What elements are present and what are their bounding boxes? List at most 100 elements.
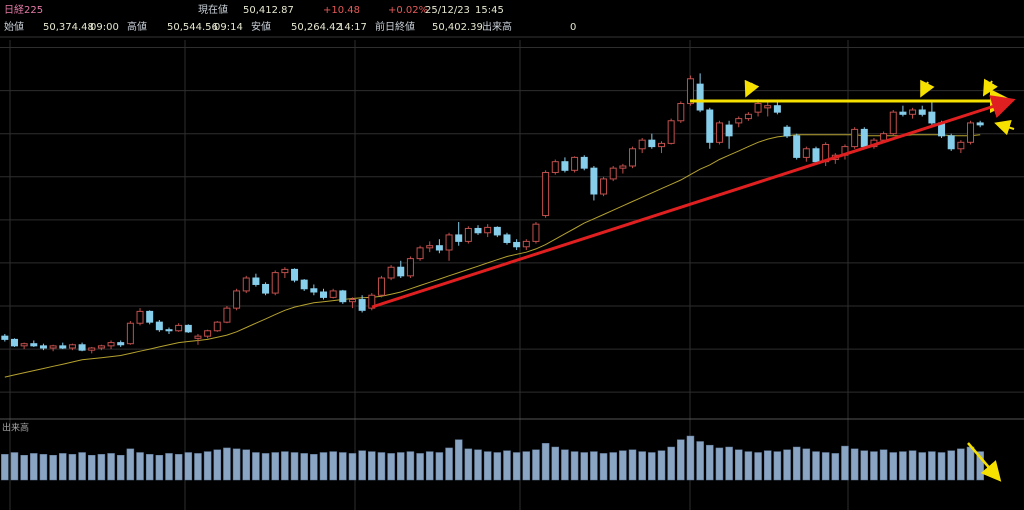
volume-bar (184, 452, 193, 481)
volume-bar (126, 448, 135, 481)
candle-body (976, 122, 984, 126)
candle-body (339, 290, 347, 303)
volume-bar (860, 450, 869, 481)
candle-body (223, 307, 231, 323)
candle-body (503, 234, 511, 243)
volume-bar (870, 451, 878, 481)
candle-body (358, 299, 366, 311)
candle-body (947, 135, 955, 150)
volume-bar (947, 450, 955, 481)
volume-bar (667, 446, 675, 481)
candle-body (252, 277, 260, 285)
volume-bar (454, 439, 463, 481)
volume-bar (155, 455, 164, 481)
value: 50,544.56 (167, 22, 218, 33)
volume-bar (696, 441, 704, 481)
volume-bar (619, 450, 627, 481)
candle-body (773, 105, 781, 113)
candle-body (812, 148, 820, 163)
candle-body (464, 227, 472, 242)
candle-body (667, 120, 675, 144)
volume-bar (223, 447, 231, 481)
volume-bar (377, 452, 386, 481)
candle-body (522, 240, 530, 248)
volume-bar (512, 452, 521, 481)
candle-body (49, 345, 57, 349)
candle-body (880, 133, 888, 141)
volume-bar (174, 454, 183, 481)
volume-bar (194, 453, 202, 481)
candle-body (233, 290, 241, 309)
candle-body (435, 245, 443, 251)
value: 14:17 (338, 22, 367, 33)
volume-bar (242, 449, 250, 481)
volume-bar (310, 454, 318, 481)
candle-body (706, 109, 714, 143)
candle-body (715, 122, 723, 143)
candle-body (744, 113, 752, 120)
volume-bar (918, 452, 926, 481)
candle-body (899, 111, 907, 115)
volume-bar (20, 455, 28, 481)
volume-bar (889, 452, 898, 481)
candle-body (677, 103, 685, 122)
volume-bar (599, 453, 608, 481)
volume-bar (97, 454, 106, 481)
volume-bar (841, 445, 849, 481)
candle-body (735, 118, 743, 124)
candle-body (1, 335, 9, 340)
volume-bar (232, 448, 241, 481)
candle-body (194, 335, 202, 339)
volume-bar (319, 452, 328, 481)
candle-body (271, 272, 279, 294)
candle-body (59, 345, 67, 349)
candle-body (657, 142, 665, 148)
moving-average (4, 134, 981, 378)
volume-bar (30, 453, 38, 481)
candle-body (909, 109, 917, 115)
value: 09:00 (90, 22, 119, 33)
volume-bar (522, 451, 531, 481)
candle-body (126, 322, 134, 345)
candle-body (68, 344, 76, 349)
candle-body (88, 347, 96, 351)
value: +10.48 (323, 5, 360, 16)
candle-body (329, 290, 337, 298)
candle-body (648, 139, 656, 148)
volume-bar (957, 448, 965, 481)
volume-bar (580, 452, 588, 481)
value: 50,412.87 (243, 5, 294, 16)
candle-body (184, 324, 192, 333)
candle-body (146, 310, 154, 323)
candle-body (387, 266, 395, 279)
volume-bar (648, 452, 656, 481)
candle-body (764, 105, 772, 109)
label: 前日終値 (375, 20, 415, 33)
volume-bar (39, 454, 48, 481)
volume-bar (10, 452, 19, 481)
candle-body (928, 111, 936, 124)
value: 0 (570, 22, 576, 33)
label: 始値 (4, 20, 24, 33)
candle-body (291, 268, 299, 281)
volume-bar (348, 453, 357, 481)
candle-body (561, 161, 569, 171)
candle-body (609, 167, 617, 180)
volume-bar (165, 453, 173, 481)
candle-body (725, 124, 733, 137)
candle-body (629, 148, 637, 167)
candle-body (281, 268, 289, 274)
candle-body (377, 277, 385, 296)
candle-body (686, 78, 694, 105)
candle-body (600, 178, 608, 195)
candle-body (802, 148, 810, 158)
value: 50,374.48 (43, 22, 94, 33)
candle-body (10, 338, 18, 347)
volume-bar (638, 451, 646, 481)
candle-body (889, 111, 897, 135)
volume-bar (937, 452, 946, 481)
volume-bar (928, 451, 936, 481)
candle-body (619, 165, 627, 169)
candle-body (484, 226, 492, 234)
